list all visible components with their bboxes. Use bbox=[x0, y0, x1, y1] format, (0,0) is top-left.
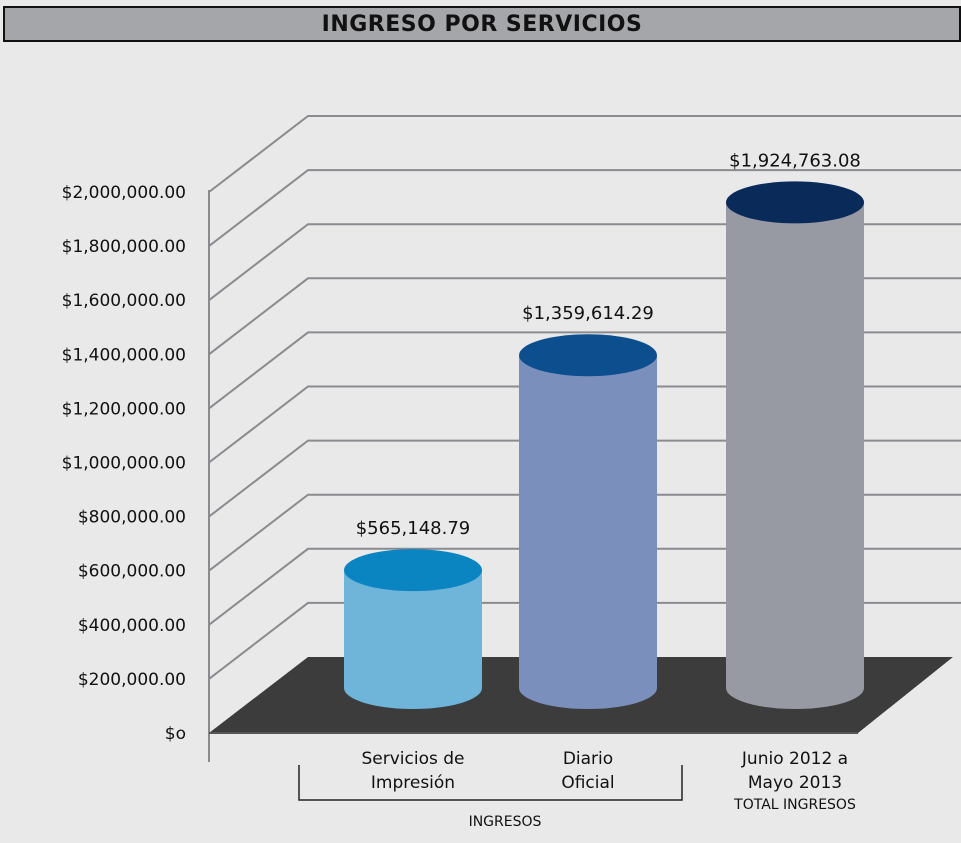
y-tick-label: $800,000.00 bbox=[78, 508, 186, 528]
bar-body bbox=[519, 355, 657, 709]
category-label: Oficial bbox=[561, 773, 614, 793]
bar-cap bbox=[726, 181, 864, 224]
y-tick-label: $1,400,000.00 bbox=[62, 345, 186, 365]
bar-cylinder bbox=[519, 334, 657, 709]
data-label: $1,924,763.08 bbox=[729, 150, 861, 171]
data-label: $565,148.79 bbox=[356, 518, 471, 539]
category-label: Diario bbox=[563, 749, 613, 769]
y-tick-label: $1,200,000.00 bbox=[62, 399, 186, 419]
y-tick-label: $1,800,000.00 bbox=[62, 237, 186, 257]
y-tick-label: $o bbox=[165, 724, 186, 744]
bar-body bbox=[344, 570, 482, 709]
chart-title-bar: INGRESO POR SERVICIOS bbox=[3, 6, 961, 42]
group-label: INGRESOS bbox=[469, 814, 542, 830]
bar-cylinder bbox=[726, 181, 864, 709]
y-tick-label: $2,000,000.00 bbox=[62, 183, 186, 203]
category-label: Servicios de bbox=[361, 749, 464, 769]
y-tick-label: $600,000.00 bbox=[78, 562, 186, 582]
y-tick-label: $1,000,000.00 bbox=[62, 454, 186, 474]
bar-cap bbox=[519, 334, 657, 377]
gridline bbox=[208, 169, 961, 247]
y-tick-label: $400,000.00 bbox=[78, 616, 186, 636]
total-label: TOTAL INGRESOS bbox=[733, 797, 856, 813]
y-tick-label: $200,000.00 bbox=[78, 670, 186, 690]
bar-cylinder bbox=[344, 549, 482, 709]
chart-title: INGRESO POR SERVICIOS bbox=[321, 11, 643, 37]
category-label: Junio 2012 a bbox=[741, 749, 848, 769]
bar-cap bbox=[344, 549, 482, 592]
data-label: $1,359,614.29 bbox=[522, 303, 654, 324]
gridline bbox=[208, 115, 961, 193]
group-bracket bbox=[298, 765, 683, 801]
category-label: Impresión bbox=[371, 773, 455, 793]
bar-body bbox=[726, 202, 864, 709]
y-tick-label: $1,600,000.00 bbox=[62, 291, 186, 311]
category-label: Mayo 2013 bbox=[748, 773, 842, 793]
